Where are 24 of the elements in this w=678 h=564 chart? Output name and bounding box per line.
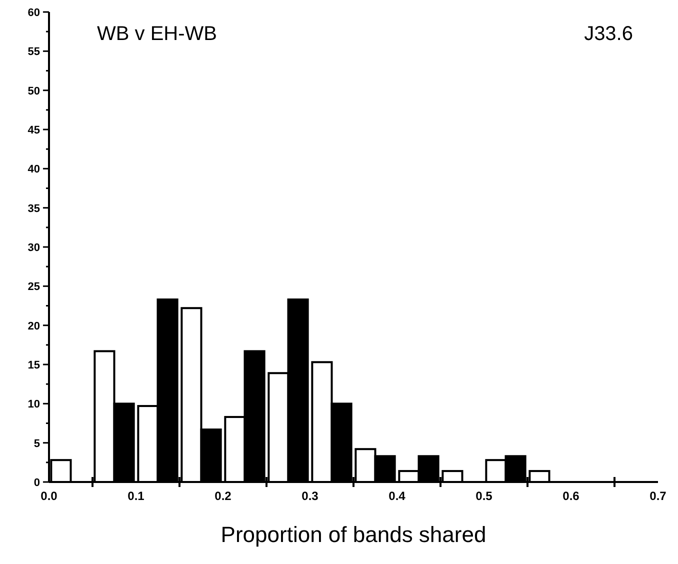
y-tick-label: 60: [28, 7, 40, 19]
y-tick-label: 25: [28, 281, 40, 294]
y-tick-label: 20: [28, 320, 40, 332]
y-tick-label: 5: [34, 438, 40, 450]
y-tick-label: 40: [28, 164, 40, 176]
y-tick-label: 50: [28, 85, 40, 98]
x-tick-label: 0.0: [40, 489, 58, 503]
text: WB v EH-WB: [97, 23, 217, 45]
x-tick-label: 0.4: [388, 489, 406, 503]
y-tick-label: 15: [28, 360, 40, 372]
x-tick-label: 0.6: [562, 489, 580, 503]
y-tick-label: 30: [28, 242, 40, 254]
y-tick-label: 10: [28, 398, 40, 411]
annotation: J33.6: [584, 23, 633, 45]
x-tick-label: 0.7: [650, 489, 667, 503]
x-tick-label: 0.3: [302, 489, 319, 503]
x-tick-label: 0.1: [128, 489, 145, 503]
x-tick-label: 0.2: [214, 489, 232, 503]
y-tick-label: 55: [28, 46, 40, 58]
x-tick-label: 0.5: [476, 489, 493, 503]
y-tick-label: 45: [28, 124, 40, 136]
y-tick-label: 35: [28, 202, 40, 215]
y-tick-label: 0: [34, 477, 40, 489]
x-axis-title: Proportion of bands shared: [220, 522, 486, 547]
